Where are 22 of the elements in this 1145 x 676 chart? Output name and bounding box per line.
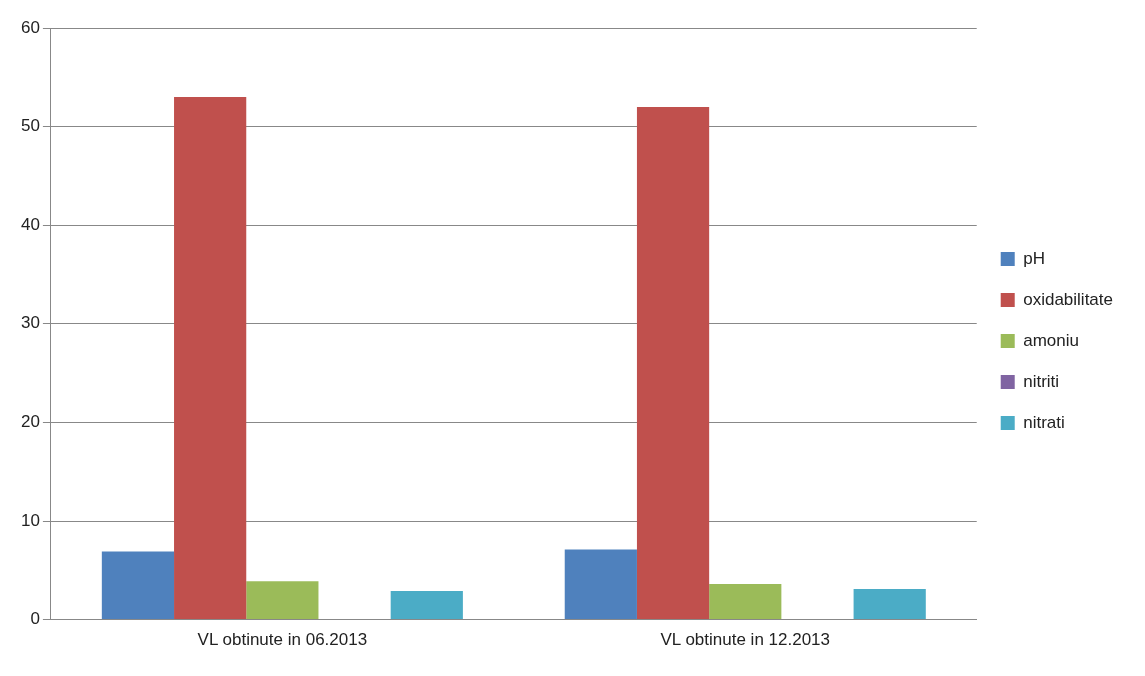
legend-label: oxidabilitate xyxy=(1023,289,1113,309)
legend-label: amoniu xyxy=(1023,330,1079,350)
bar xyxy=(246,581,319,620)
legend-label: nitriti xyxy=(1023,371,1060,391)
y-tick-label: 60 xyxy=(20,17,40,37)
legend-label: pH xyxy=(1023,248,1045,268)
bar xyxy=(390,591,463,620)
bar xyxy=(853,589,926,620)
x-tick-label: VL obtinute in 06.2013 xyxy=(197,630,368,650)
x-tick-label: VL obtinute in 12.2013 xyxy=(660,630,831,650)
y-tick-label: 0 xyxy=(30,609,40,629)
y-tick-label: 40 xyxy=(20,214,40,234)
bar xyxy=(174,97,247,620)
bar xyxy=(101,551,175,620)
y-tick-label: 50 xyxy=(20,116,40,136)
y-tick-label: 30 xyxy=(20,313,40,333)
y-tick-label: 20 xyxy=(20,412,40,432)
legend-label: nitrati xyxy=(1023,412,1065,432)
bar xyxy=(564,549,637,620)
bar xyxy=(709,584,782,620)
y-tick-label: 10 xyxy=(20,510,40,530)
bar xyxy=(636,106,710,620)
